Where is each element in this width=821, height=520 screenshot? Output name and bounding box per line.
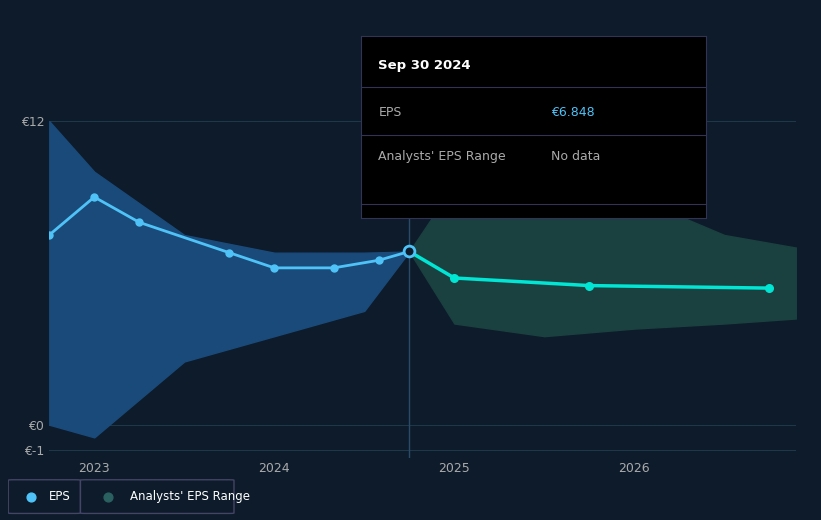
Text: €6.848: €6.848 — [551, 107, 594, 120]
Point — [268, 264, 281, 272]
FancyBboxPatch shape — [80, 480, 234, 513]
Text: EPS: EPS — [378, 107, 401, 120]
Point — [372, 256, 385, 265]
Text: EPS: EPS — [49, 490, 71, 503]
Point — [222, 249, 236, 257]
Text: Actual: Actual — [363, 55, 401, 68]
Point — [583, 281, 596, 290]
Point — [43, 231, 56, 239]
Text: No data: No data — [551, 150, 600, 163]
Point — [25, 492, 38, 501]
Text: Analysts' EPS Range: Analysts' EPS Range — [131, 490, 250, 503]
Point — [133, 218, 146, 227]
Point — [327, 264, 340, 272]
Point — [763, 284, 776, 292]
Text: Analysts' EPS Range: Analysts' EPS Range — [378, 150, 506, 163]
Text: Sep 30 2024: Sep 30 2024 — [378, 59, 471, 72]
Text: Analysts Forecasts: Analysts Forecasts — [417, 55, 533, 68]
Point — [101, 492, 114, 501]
FancyBboxPatch shape — [8, 480, 80, 513]
Point — [447, 274, 461, 282]
Point — [403, 248, 416, 256]
Point — [88, 193, 101, 201]
